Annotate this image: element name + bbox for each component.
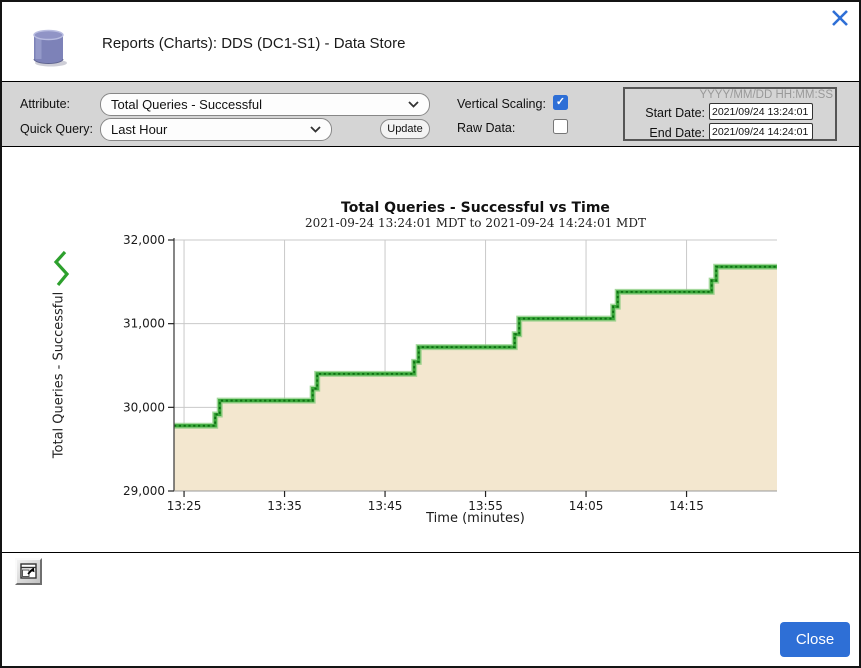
date-format-hint: YYYY/MM/DD HH:MM:SS <box>699 89 833 101</box>
chart-title: Total Queries - Successful vs Time <box>341 200 610 216</box>
start-date-input[interactable] <box>709 103 813 120</box>
page-title: Reports (Charts): DDS (DC1-S1) - Data St… <box>102 35 406 52</box>
dialog-close-icon[interactable] <box>830 8 850 28</box>
svg-text:Time (minutes): Time (minutes) <box>425 511 525 526</box>
start-date-label: Start Date: <box>645 106 705 120</box>
toolbar: Attribute: Total Queries - Successful Qu… <box>2 81 859 147</box>
chart-section: Total Queries - Successful vs Time 2021-… <box>2 147 859 552</box>
svg-text:13:55: 13:55 <box>468 499 503 513</box>
end-date-input[interactable] <box>709 123 813 140</box>
svg-text:13:25: 13:25 <box>167 499 202 513</box>
attribute-label: Attribute: <box>20 97 71 111</box>
chevron-down-icon <box>408 101 419 108</box>
chevron-down-icon <box>310 126 321 133</box>
svg-text:30,000: 30,000 <box>123 400 165 414</box>
chart-plot: 13:25 13:35 13:45 13:55 14:05 14:15 29,000 30,0… <box>123 233 777 526</box>
svg-text:29,000: 29,000 <box>123 484 165 498</box>
svg-text:14:15: 14:15 <box>669 499 704 513</box>
check-icon: ✓ <box>555 96 566 108</box>
quick-query-select-value: Last Hour <box>111 122 168 137</box>
date-range-box: YYYY/MM/DD HH:MM:SS Start Date: End Date… <box>623 87 837 141</box>
chart-subtitle: 2021-09-24 13:24:01 MDT to 2021-09-24 14… <box>305 216 646 230</box>
svg-text:13:45: 13:45 <box>368 499 403 513</box>
svg-text:31,000: 31,000 <box>123 317 165 331</box>
vertical-scaling-checkbox[interactable]: ✓ <box>553 95 568 110</box>
quick-query-label: Quick Query: <box>20 122 93 136</box>
svg-text:32,000: 32,000 <box>123 233 165 247</box>
quick-query-select[interactable]: Last Hour <box>100 118 332 141</box>
series-legend-zigzag-icon <box>53 250 70 287</box>
svg-text:13:35: 13:35 <box>267 499 302 513</box>
raw-data-label: Raw Data: <box>457 121 516 135</box>
attribute-select[interactable]: Total Queries - Successful <box>100 93 430 116</box>
vertical-scaling-label: Vertical Scaling: <box>457 97 546 111</box>
popout-button[interactable] <box>15 558 42 585</box>
update-button[interactable]: Update <box>380 119 430 139</box>
raw-data-checkbox[interactable]: ✓ <box>553 119 568 134</box>
close-button[interactable]: Close <box>780 622 850 657</box>
open-in-new-window-icon <box>19 563 37 579</box>
dialog-header: Reports (Charts): DDS (DC1-S1) - Data St… <box>2 2 859 81</box>
database-icon <box>33 29 67 67</box>
end-date-label: End Date: <box>649 126 705 140</box>
svg-text:14:05: 14:05 <box>569 499 604 513</box>
attribute-select-value: Total Queries - Successful <box>111 97 263 112</box>
footer-divider <box>2 552 859 553</box>
